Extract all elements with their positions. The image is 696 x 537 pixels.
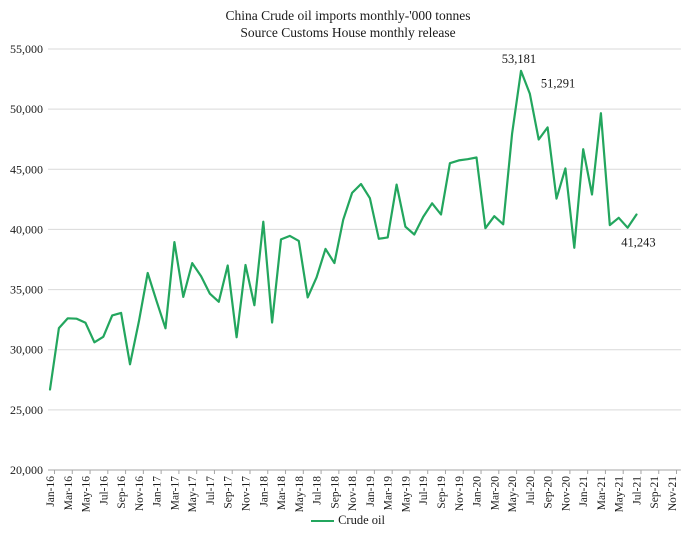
x-tick-label: Nov-21 — [667, 476, 679, 511]
x-tick-label: Nov-17 — [240, 476, 252, 511]
x-tick-label: May-19 — [400, 476, 412, 513]
y-tick-label: 50,000 — [10, 102, 43, 116]
x-tick-label: Sep-17 — [223, 476, 235, 509]
x-tick-label: Sep-18 — [329, 476, 341, 509]
x-tick-label: May-20 — [507, 476, 519, 513]
x-tick-label: Nov-20 — [560, 476, 572, 511]
x-tick-label: May-16 — [81, 476, 93, 513]
x-tick-label: Nov-16 — [134, 476, 146, 511]
x-tick-label: Mar-18 — [276, 476, 288, 511]
chart-subtitle: Source Customs House monthly release — [240, 25, 456, 40]
x-tick-label: Jan-19 — [365, 476, 377, 507]
y-tick-label: 45,000 — [10, 162, 43, 176]
annotation-41243: 41,243 — [621, 235, 655, 249]
y-tick-label: 25,000 — [10, 403, 43, 417]
x-tick-label: Jan-18 — [258, 476, 270, 507]
x-tick-label: Mar-20 — [489, 476, 501, 511]
annotation-51291: 51,291 — [541, 77, 575, 91]
x-tick-label: May-18 — [294, 476, 306, 513]
x-tick-label: Jul-21 — [631, 476, 643, 505]
x-tick-label: Sep-21 — [649, 476, 661, 509]
x-tick-label: Jan-17 — [152, 476, 164, 507]
crude-oil-line — [48, 69, 638, 391]
x-tick-label: Mar-19 — [383, 476, 395, 511]
legend-label: Crude oil — [338, 513, 385, 527]
x-tick-label: Sep-16 — [116, 476, 128, 509]
x-tick-label: Jan-20 — [472, 476, 484, 507]
legend-line-swatch — [311, 519, 335, 522]
x-tick-label: Sep-19 — [436, 476, 448, 509]
x-tick-label: Mar-16 — [63, 476, 75, 511]
x-tick-label: Jul-19 — [418, 476, 430, 505]
y-tick-label: 40,000 — [10, 222, 43, 236]
x-tick-label: Jul-16 — [98, 476, 110, 505]
x-tick-label: Jan-16 — [45, 476, 57, 507]
x-tick-label: Jul-20 — [525, 476, 537, 505]
annotation-53181: 53,181 — [502, 52, 536, 66]
x-tick-label: Jul-18 — [312, 476, 324, 505]
x-tick-label: Sep-20 — [543, 476, 555, 509]
x-tick-label: May-17 — [187, 476, 199, 513]
chart-title-block: China Crude oil imports monthly-'000 ton… — [0, 7, 696, 41]
chart-title: China Crude oil imports monthly-'000 ton… — [225, 8, 471, 23]
x-tick-label: Jan-21 — [578, 476, 590, 507]
x-tick-label: Jul-17 — [205, 476, 217, 505]
y-tick-label: 30,000 — [10, 343, 43, 357]
y-tick-label: 35,000 — [10, 283, 43, 297]
x-tick-label: Nov-18 — [347, 476, 359, 511]
y-tick-label: 20,000 — [10, 463, 43, 477]
x-tick-label: Mar-17 — [169, 476, 181, 511]
legend: Crude oil — [0, 513, 696, 528]
x-tick-label: Mar-21 — [596, 476, 608, 511]
x-tick-label: May-21 — [614, 476, 626, 513]
x-tick-label: Nov-19 — [454, 476, 466, 511]
y-tick-label: 55,000 — [10, 42, 43, 56]
